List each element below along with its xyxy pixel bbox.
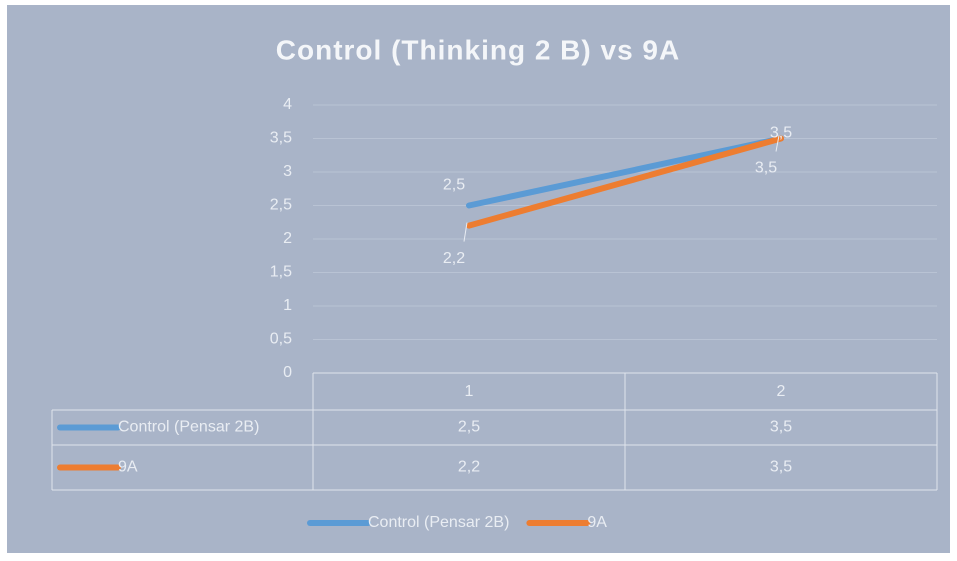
table-cell: 2,2 [458,459,480,476]
data-label: 3,5 [770,125,792,142]
table-row-label: Control (Pensar 2B) [118,419,259,436]
chart-background [7,5,950,553]
y-tick-label: 2,5 [270,197,292,214]
x-tick-label: 1 [465,383,474,400]
chart-title: Control (Thinking 2 B) vs 9A [276,34,680,65]
table-cell: 3,5 [770,459,792,476]
legend-label: 9A [587,514,607,531]
data-label: 2,5 [443,177,465,194]
series-line [466,135,784,209]
table-row-label: 9A [118,459,138,476]
legend-label: Control (Pensar 2B) [368,514,509,531]
y-tick-label: 0 [283,364,292,381]
y-tick-label: 3 [283,163,292,180]
y-tick-label: 4 [283,96,292,113]
x-tick-label: 2 [777,383,786,400]
y-tick-label: 0,5 [270,331,292,348]
leader-line [463,222,468,242]
y-tick-label: 2 [283,230,292,247]
data-label: 2,2 [443,250,465,267]
table-cell: 3,5 [770,419,792,436]
y-tick-label: 1 [283,297,292,314]
leader-line [775,135,780,152]
table-cell: 2,5 [458,419,480,436]
data-label: 3,5 [755,160,777,177]
series-line [466,135,784,229]
y-tick-label: 1,5 [270,264,292,281]
y-tick-label: 3,5 [270,130,292,147]
